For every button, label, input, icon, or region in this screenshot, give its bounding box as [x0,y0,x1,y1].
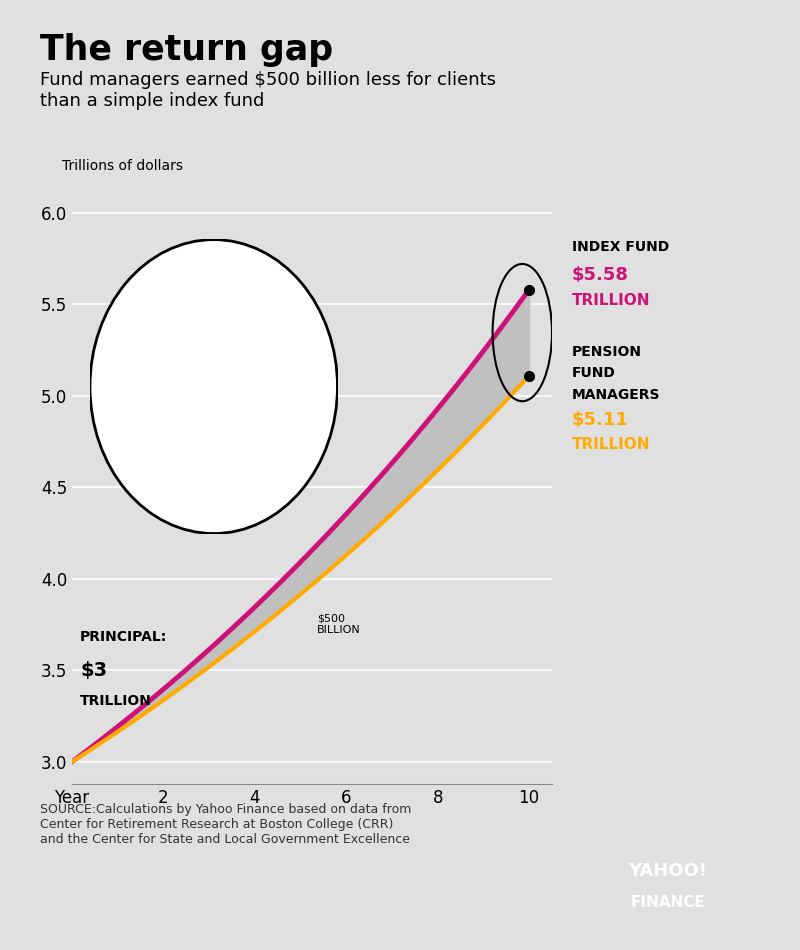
Text: FINANCE: FINANCE [630,895,706,910]
Text: YAHOO!: YAHOO! [629,862,707,880]
Text: PRINCIPAL:: PRINCIPAL: [80,631,167,644]
Text: FUND: FUND [572,366,616,380]
Text: $5.58: $5.58 [572,266,629,284]
Text: Trillions of dollars: Trillions of dollars [62,160,183,173]
Text: PENSION: PENSION [572,345,642,359]
Text: INDEX FUND: INDEX FUND [572,239,670,254]
Text: $3: $3 [80,661,107,680]
Text: The return gap: The return gap [40,33,333,67]
Text: $5.11: $5.11 [572,411,629,429]
Text: TRILLION: TRILLION [572,294,650,309]
Text: $500
BILLION: $500 BILLION [317,614,361,636]
Text: TRILLION: TRILLION [80,694,152,709]
Text: MANAGERS: MANAGERS [572,388,661,402]
Text: TRILLION: TRILLION [572,437,650,452]
Text: SOURCE:Calculations by Yahoo Finance based on data from
Center for Retirement Re: SOURCE:Calculations by Yahoo Finance bas… [40,803,411,846]
Text: Fund managers earned $500 billion less for clients
than a simple index fund: Fund managers earned $500 billion less f… [40,71,496,110]
